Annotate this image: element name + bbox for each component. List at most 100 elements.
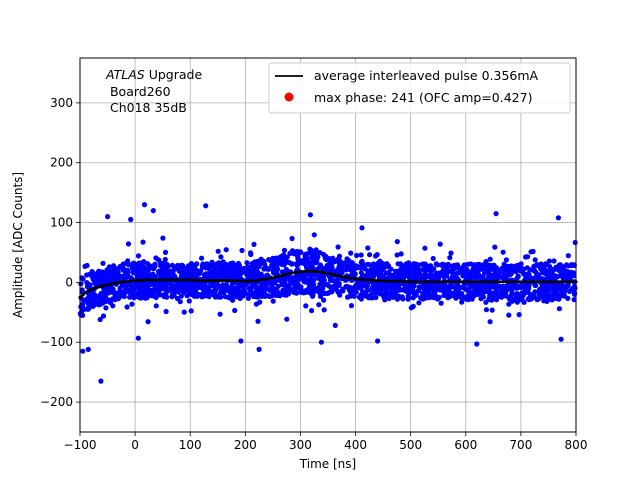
sample-point: [532, 282, 538, 289]
sample-point: [242, 282, 248, 288]
sample-point: [430, 287, 436, 293]
average-pulse-point: [538, 280, 542, 284]
average-pulse-point: [214, 279, 218, 283]
sample-point: [272, 267, 279, 273]
sample-point: [103, 305, 109, 311]
sample-point: [501, 262, 507, 268]
average-pulse-point: [428, 280, 433, 284]
sample-point: [135, 253, 142, 259]
average-pulse-point: [316, 270, 320, 274]
average-pulse-point: [547, 280, 552, 284]
sample-point: [87, 296, 93, 302]
sample-point: [434, 272, 440, 278]
sample-point: [281, 292, 287, 298]
average-pulse-point: [478, 280, 482, 284]
sample-point: [111, 263, 117, 269]
sample-point: [413, 264, 419, 270]
sample-point: [172, 266, 179, 272]
sample-point: [412, 270, 418, 276]
sample-point: [454, 285, 460, 291]
sample-point: [489, 272, 495, 278]
average-pulse-point: [161, 278, 165, 282]
average-pulse-point: [124, 280, 128, 284]
sample-point: [430, 255, 436, 262]
sample-point: [248, 251, 254, 258]
sample-point: [169, 268, 175, 274]
sample-point: [325, 282, 331, 288]
sample-point: [141, 265, 147, 271]
average-pulse-point: [299, 270, 304, 274]
average-pulse-point: [323, 271, 327, 275]
sample-point: [359, 225, 365, 231]
sample-point: [241, 265, 247, 271]
sample-point: [139, 260, 145, 266]
annotation-upgrade: Upgrade: [145, 67, 203, 82]
sample-point: [332, 322, 338, 328]
average-pulse-point: [309, 269, 314, 273]
average-pulse-point: [276, 274, 280, 278]
sample-point: [252, 265, 258, 271]
sample-point: [145, 269, 151, 275]
sample-point: [90, 303, 96, 309]
sample-point: [358, 252, 364, 258]
sample-point: [289, 261, 295, 267]
sample-point: [447, 255, 453, 261]
sample-point: [483, 299, 489, 305]
sample-point: [223, 247, 229, 253]
sample-point: [431, 291, 437, 297]
sample-point: [400, 287, 406, 293]
average-pulse-point: [438, 280, 442, 284]
sample-point: [355, 264, 361, 270]
average-pulse-point: [551, 280, 555, 284]
sample-point: [209, 259, 215, 265]
sample-point: [542, 282, 548, 288]
sample-point: [393, 268, 399, 274]
average-pulse-point: [243, 279, 247, 283]
x-tick-label: 600: [454, 438, 477, 452]
average-pulse-point: [468, 280, 472, 284]
sample-point: [462, 286, 468, 292]
average-pulse-point: [405, 280, 409, 284]
sample-point: [291, 251, 297, 257]
sample-point: [531, 263, 537, 270]
sample-point: [465, 294, 471, 300]
sample-point: [489, 307, 495, 313]
sample-point: [124, 304, 130, 310]
sample-point: [215, 248, 221, 254]
sample-point: [317, 250, 323, 256]
average-pulse-point: [85, 290, 89, 294]
sample-point: [531, 268, 537, 274]
sample-point: [448, 250, 454, 256]
average-pulse-point: [495, 280, 499, 284]
sample-point: [484, 282, 491, 288]
x-tick-label: 100: [179, 438, 202, 452]
sample-point: [127, 294, 133, 300]
sample-point: [344, 258, 350, 264]
sample-point: [469, 294, 475, 300]
sample-point: [164, 294, 170, 300]
sample-point: [284, 284, 291, 290]
average-pulse-point: [94, 286, 99, 290]
average-pulse-point: [491, 280, 495, 284]
sample-point: [121, 289, 127, 296]
sample-point: [507, 265, 513, 271]
sample-point: [229, 282, 235, 288]
sample-point: [165, 268, 171, 274]
atlas-annotation: ATLAS Upgrade Board260 Ch018 35dB: [105, 67, 202, 115]
sample-point: [468, 261, 474, 267]
sample-point: [548, 296, 554, 303]
sample-point: [449, 274, 455, 280]
sample-point: [153, 255, 159, 261]
average-pulse-point: [455, 280, 459, 284]
sample-point: [377, 291, 383, 297]
average-pulse-point: [465, 280, 469, 284]
sample-point: [163, 308, 169, 315]
sample-point: [515, 262, 521, 268]
sample-point: [379, 267, 385, 273]
sample-point: [549, 283, 556, 289]
sample-point: [333, 286, 339, 292]
sample-point: [264, 266, 271, 272]
sample-point: [485, 262, 491, 268]
sample-point: [279, 282, 285, 288]
average-pulse-point: [385, 279, 390, 283]
